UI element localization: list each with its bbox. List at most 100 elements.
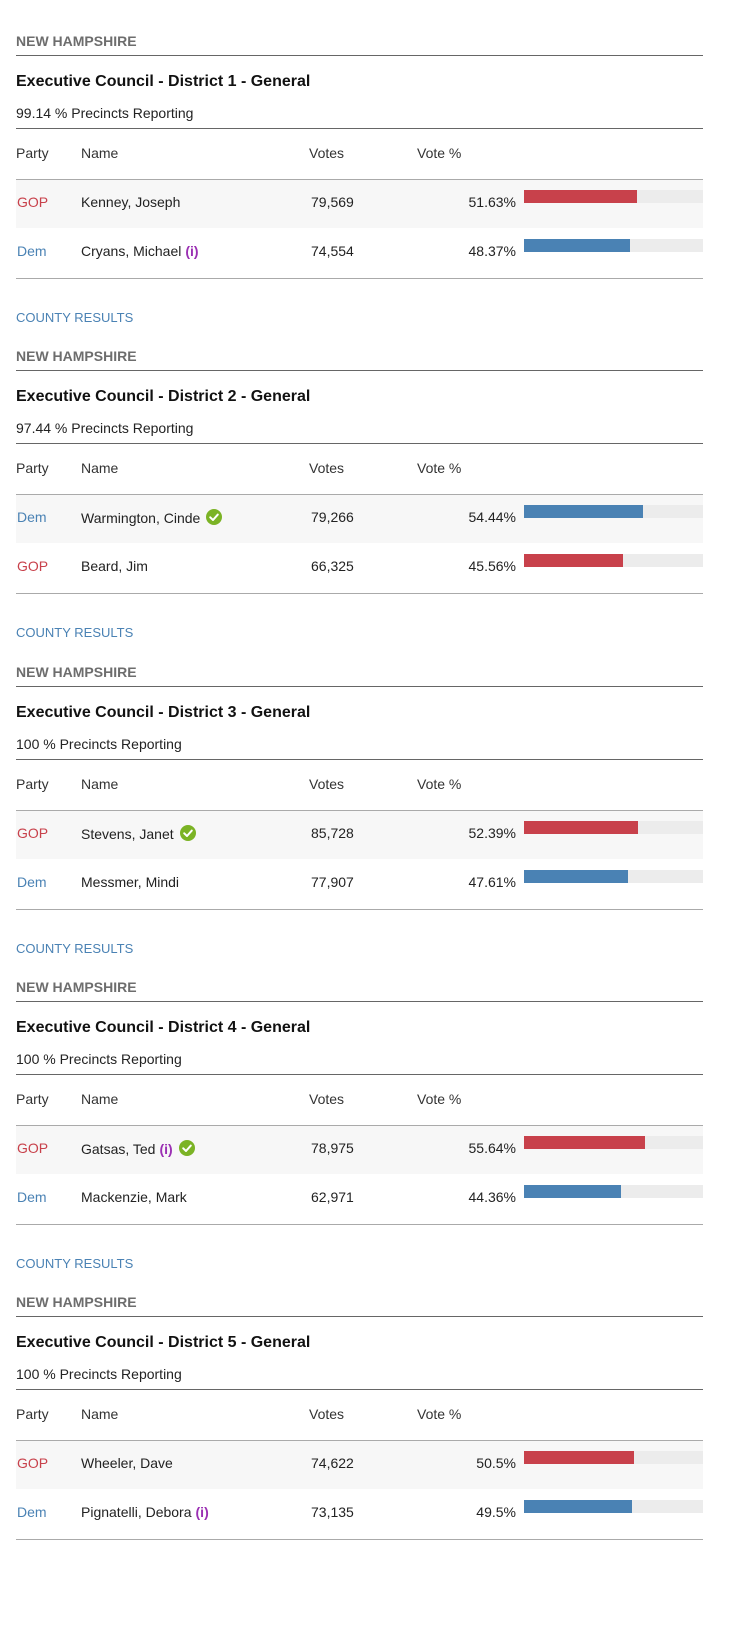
column-header: Name xyxy=(81,1406,119,1422)
candidate-name: Beard, Jim xyxy=(81,558,148,575)
candidate-name-cell: Kenney, Joseph xyxy=(81,194,180,210)
column-header: Vote % xyxy=(417,145,462,161)
candidate-name: Wheeler, Dave xyxy=(81,1455,173,1471)
row-background xyxy=(16,495,703,544)
vote-percent: 49.5% xyxy=(476,1504,516,1520)
divider xyxy=(16,1073,703,1075)
divider xyxy=(16,1389,703,1390)
incumbent-marker: (i) xyxy=(195,1504,209,1520)
column-header: Vote % xyxy=(417,1406,462,1422)
divider xyxy=(16,370,703,372)
race-title: Executive Council - District 1 - General xyxy=(16,73,311,90)
divider xyxy=(16,809,703,811)
candidate-name-cell: Pignatelli, Debora (i) xyxy=(81,1504,209,1520)
divider xyxy=(16,1539,703,1540)
reporting-label: 99.14 % Precincts Reporting xyxy=(16,105,194,121)
candidate-name-cell: Cryans, Michael (i) xyxy=(81,243,199,259)
divider xyxy=(16,128,703,129)
divider xyxy=(16,685,703,687)
divider xyxy=(16,1124,703,1126)
state-label: NEW HAMPSHIRE xyxy=(16,348,137,365)
candidate-name: Warmington, Cinde xyxy=(81,510,201,527)
candidate-name: Gatsas, Ted xyxy=(81,1140,156,1157)
candidate-name-cell: Gatsas, Ted (i) xyxy=(81,1139,195,1157)
party-label: GOP xyxy=(17,824,49,841)
winner-check xyxy=(179,824,196,841)
vote-count: 77,907 xyxy=(311,873,354,890)
race-title: Executive Council - District 3 - General xyxy=(16,703,311,721)
candidate-name: Mackenzie, Mark xyxy=(81,1188,187,1205)
candidate-name-cell: Warmington, Cinde xyxy=(81,509,223,527)
vote-bar xyxy=(524,190,637,203)
county-results-link[interactable]: COUNTY RESULTS xyxy=(16,940,134,956)
vote-percent: 51.63% xyxy=(468,194,516,210)
party-label: Dem xyxy=(17,243,47,259)
reporting-label: 100 % Precincts Reporting xyxy=(16,735,182,752)
column-header: Party xyxy=(16,145,49,161)
reporting-label: 100 % Precincts Reporting xyxy=(16,1050,182,1067)
vote-count: 79,266 xyxy=(311,509,354,526)
row-background xyxy=(16,1441,703,1489)
party-label: Dem xyxy=(17,1188,47,1205)
race-title: Executive Council - District 4 - General xyxy=(16,1018,311,1036)
race-title: Executive Council - District 2 - General xyxy=(16,388,311,406)
vote-bar xyxy=(524,869,628,883)
county-results-link[interactable]: COUNTY RESULTS xyxy=(16,310,134,325)
column-header: Vote % xyxy=(417,1090,462,1107)
incumbent-marker: (i) xyxy=(159,1140,173,1157)
candidate-name: Stevens, Janet xyxy=(81,825,174,842)
party-label: Dem xyxy=(17,509,47,526)
column-header: Name xyxy=(81,1090,119,1107)
vote-bar xyxy=(524,1500,633,1513)
row-background xyxy=(16,1125,703,1174)
vote-bar xyxy=(524,1451,635,1464)
winner-check xyxy=(206,509,223,526)
column-header: Vote % xyxy=(417,460,462,477)
divider xyxy=(16,758,703,760)
divider xyxy=(16,443,703,445)
candidate-name-cell: Stevens, Janet xyxy=(81,824,196,842)
party-label: GOP xyxy=(17,1455,49,1471)
column-header: Party xyxy=(16,775,49,792)
divider xyxy=(16,278,703,279)
column-header: Votes xyxy=(309,1406,345,1422)
divider xyxy=(16,1223,703,1225)
divider xyxy=(16,179,703,180)
candidate-name-cell: Beard, Jim xyxy=(81,558,148,574)
divider xyxy=(16,593,703,595)
divider xyxy=(16,1316,703,1317)
vote-percent: 47.61% xyxy=(468,873,516,890)
state-label: NEW HAMPSHIRE xyxy=(16,1294,137,1310)
vote-bar xyxy=(524,505,643,519)
vote-percent: 55.64% xyxy=(468,1139,516,1156)
column-header: Name xyxy=(81,775,119,792)
row-background xyxy=(16,180,703,228)
vote-count: 85,728 xyxy=(311,824,354,841)
candidate-name-cell: Mackenzie, Mark xyxy=(81,1189,187,1205)
vote-bar xyxy=(524,239,630,252)
column-header: Name xyxy=(81,145,119,161)
vote-count: 74,554 xyxy=(311,243,354,259)
race-title: Executive Council - District 5 - General xyxy=(16,1334,311,1351)
vote-count: 73,135 xyxy=(311,1504,354,1520)
county-results-link[interactable]: COUNTY RESULTS xyxy=(16,625,134,641)
column-header: Party xyxy=(16,1406,49,1422)
column-header: Party xyxy=(16,1090,49,1107)
state-label: NEW HAMPSHIRE xyxy=(16,33,137,49)
divider xyxy=(16,1000,703,1002)
winner-check xyxy=(178,1139,195,1156)
vote-count: 78,975 xyxy=(311,1139,354,1156)
column-header: Vote % xyxy=(417,775,462,792)
column-header: Votes xyxy=(309,775,345,792)
vote-count: 66,325 xyxy=(311,558,354,575)
divider xyxy=(16,1440,703,1441)
vote-bar xyxy=(524,1184,621,1198)
vote-percent: 48.37% xyxy=(468,243,516,259)
party-label: GOP xyxy=(17,558,49,575)
incumbent-marker: (i) xyxy=(185,243,199,259)
party-label: GOP xyxy=(17,1139,49,1156)
vote-bar xyxy=(524,554,624,568)
county-results-link[interactable]: COUNTY RESULTS xyxy=(16,1255,134,1271)
vote-count: 79,569 xyxy=(311,194,354,210)
